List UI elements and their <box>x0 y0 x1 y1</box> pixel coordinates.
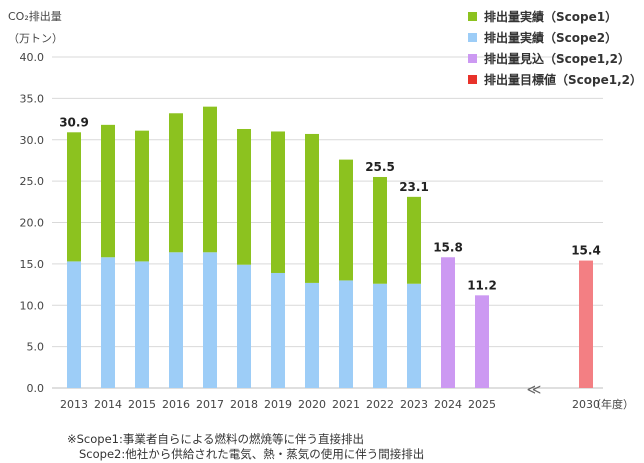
bar-segment-2013-s1 <box>67 132 81 262</box>
y-axis-unit-label: CO₂排出量 <box>8 10 62 23</box>
axis-break-symbol: ≪ <box>527 382 542 398</box>
bar-segment-2022-s0 <box>373 283 387 388</box>
x-tick-label: 2022 <box>366 398 394 411</box>
bar-segment-2021-s0 <box>339 280 353 388</box>
bar-segment-2024-s2 <box>441 257 455 388</box>
legend-label-scope1: 排出量実績（Scope1） <box>484 10 618 24</box>
y-tick-label: 15.0 <box>20 258 45 271</box>
data-label: 11.2 <box>467 278 497 292</box>
legend-swatch-forecast <box>468 54 477 63</box>
footnote-scope2: Scope2:他社から供給された電気、熱・蒸気の使用に伴う間接排出 <box>79 447 425 461</box>
y-tick-label: 40.0 <box>20 51 45 64</box>
bar-segment-2016-s1 <box>169 113 183 253</box>
x-tick-label: 2014 <box>94 398 122 411</box>
bar-segment-2013-s0 <box>67 261 81 388</box>
x-tick-label: 2024 <box>434 398 462 411</box>
legend-item-scope2: 排出量実績（Scope2） <box>468 27 642 48</box>
data-label: 23.1 <box>399 180 429 194</box>
x-tick-label: 2013 <box>60 398 88 411</box>
x-tick-label: 2019 <box>264 398 292 411</box>
bar-segment-2020-s0 <box>305 282 319 388</box>
y-tick-label: 5.0 <box>27 341 45 354</box>
x-tick-label: 2020 <box>298 398 326 411</box>
y-tick-label: 20.0 <box>20 217 45 230</box>
footnote-scope1: ※Scope1:事業者自らによる燃料の燃焼等に伴う直接排出 <box>67 432 365 446</box>
y-tick-label: 35.0 <box>20 92 45 105</box>
y-axis-unit-label-line2: （万トン） <box>8 32 63 45</box>
legend-label-scope2: 排出量実績（Scope2） <box>484 31 618 45</box>
data-label: 25.5 <box>365 160 395 174</box>
data-label: 15.4 <box>571 244 601 258</box>
bar-segment-2018-s0 <box>237 264 251 388</box>
bar-segment-2023-s0 <box>407 283 421 388</box>
bar-segment-2014-s0 <box>101 257 115 388</box>
data-label: 15.8 <box>433 240 463 254</box>
bar-segment-2019-s0 <box>271 272 285 388</box>
bar-segment-2018-s1 <box>237 128 251 265</box>
x-tick-label: 2030 <box>572 398 600 411</box>
bar-segment-2025-s2 <box>475 295 489 388</box>
y-tick-label: 10.0 <box>20 299 45 312</box>
bar-segment-2015-s0 <box>135 261 149 388</box>
chart-legend: 排出量実績（Scope1） 排出量実績（Scope2） 排出量見込（Scope1… <box>468 6 642 90</box>
bar-segment-2030-s3 <box>579 260 593 388</box>
x-tick-label: 2015 <box>128 398 156 411</box>
bar-segment-2023-s1 <box>407 196 421 284</box>
bar-segment-2017-s1 <box>203 106 217 253</box>
bar-segment-2021-s1 <box>339 159 353 281</box>
x-tick-label: 2017 <box>196 398 224 411</box>
x-tick-label: 2025 <box>468 398 496 411</box>
x-tick-label: 2016 <box>162 398 190 411</box>
legend-item-target: 排出量目標値（Scope1,2） <box>468 69 642 90</box>
legend-label-target: 排出量目標値（Scope1,2） <box>484 73 642 87</box>
y-tick-label: 0.0 <box>27 382 45 395</box>
legend-label-forecast: 排出量見込（Scope1,2） <box>484 52 630 66</box>
x-tick-label: 2021 <box>332 398 360 411</box>
x-tick-label: 2023 <box>400 398 428 411</box>
bar-segment-2020-s1 <box>305 133 319 283</box>
x-tick-label: 2018 <box>230 398 258 411</box>
bar-segment-2022-s1 <box>373 176 387 284</box>
legend-item-scope1: 排出量実績（Scope1） <box>468 6 642 27</box>
legend-swatch-scope1 <box>468 12 477 21</box>
bar-segment-2016-s0 <box>169 252 183 388</box>
data-label: 30.9 <box>59 115 89 129</box>
legend-swatch-scope2 <box>468 33 477 42</box>
bar-segment-2017-s0 <box>203 252 217 388</box>
bar-segment-2014-s1 <box>101 124 115 258</box>
bar-segment-2019-s1 <box>271 131 285 273</box>
y-tick-label: 25.0 <box>20 175 45 188</box>
x-axis-unit-label: （年度） <box>590 397 634 411</box>
legend-swatch-target <box>468 75 477 84</box>
y-tick-label: 30.0 <box>20 134 45 147</box>
bar-segment-2015-s1 <box>135 130 149 262</box>
legend-item-forecast: 排出量見込（Scope1,2） <box>468 48 642 69</box>
